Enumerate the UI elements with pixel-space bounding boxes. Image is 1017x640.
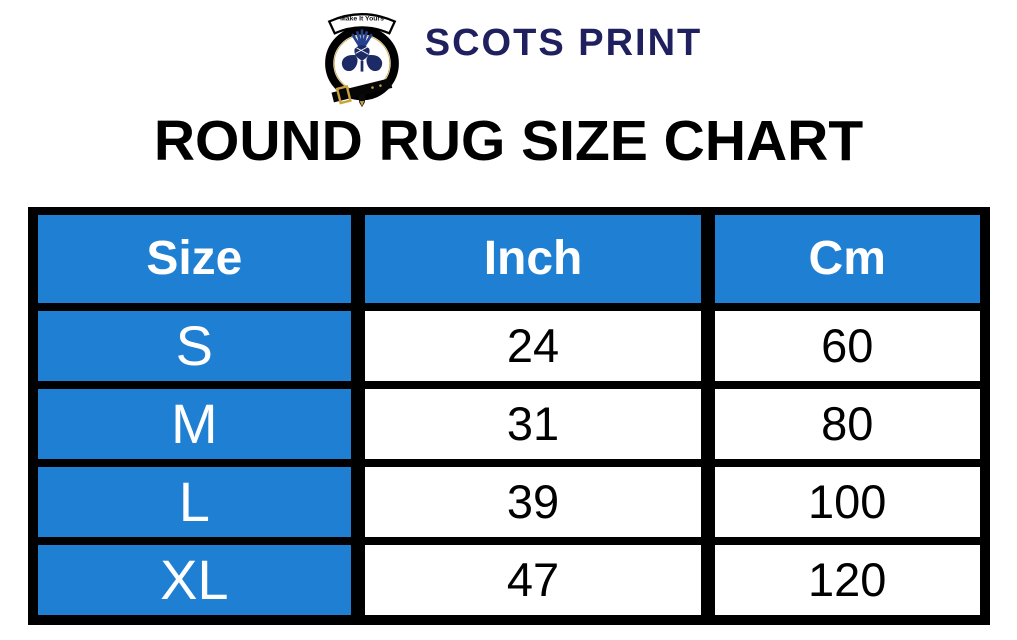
crest-strap-tail <box>358 94 366 108</box>
scots-print-crest-logo: Make It Yours <box>324 13 399 108</box>
column-header-size: Size <box>37 214 352 303</box>
size-cell-l: L <box>37 466 352 537</box>
column-header-inch: Inch <box>365 214 701 303</box>
size-cell-xl: XL <box>37 544 352 615</box>
value-cell: 31 <box>365 388 701 459</box>
crest-strap <box>331 78 393 105</box>
value-cell: 120 <box>714 544 980 615</box>
size-cell-s: S <box>37 310 352 381</box>
value-cell: 60 <box>714 310 980 381</box>
crest-strap-tip <box>359 101 365 107</box>
value-cell: 47 <box>365 544 701 615</box>
crest-banner-ribbon <box>327 13 397 35</box>
crest-banner-text: Make It Yours <box>340 16 384 23</box>
size-cell-m: M <box>37 388 352 459</box>
value-cell: 39 <box>365 466 701 537</box>
size-chart-table: Size Inch Cm S 24 60 M 31 80 L 39 100 XL 47 120 <box>27 206 990 625</box>
column-header-cm: Cm <box>714 214 980 303</box>
value-cell: 80 <box>714 388 980 459</box>
value-cell: 100 <box>714 466 980 537</box>
value-cell: 24 <box>365 310 701 381</box>
page-title: ROUND RUG SIZE CHART <box>153 109 864 173</box>
thistle-icon <box>341 29 382 72</box>
brand-header: Make It Yours SCOTS PRIN <box>0 0 1017 108</box>
brand-wordmark: SCOTS PRINT <box>424 21 703 64</box>
